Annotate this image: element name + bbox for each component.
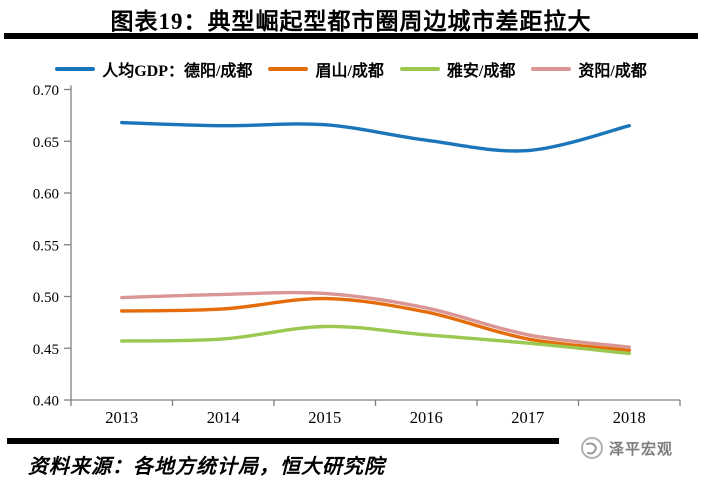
legend-label-meishan: 眉山/成都 (315, 63, 384, 80)
tick-label: 0.50 (33, 290, 59, 306)
chart-legend: 人均GDP：德阳/成都 眉山/成都 雅安/成都 资阳/成都 (0, 57, 702, 81)
tick-label: 0.65 (33, 135, 59, 151)
tick-label: 0.60 (33, 187, 59, 203)
footer-divider-rule (7, 438, 559, 444)
legend-item-deyang: 人均GDP：德阳/成都 (55, 57, 252, 81)
legend-label-ziyang: 资阳/成都 (578, 63, 647, 80)
tick-label: 2014 (207, 408, 240, 427)
tick-label: 0.45 (33, 342, 59, 358)
tick-label: 0.40 (33, 394, 59, 410)
series-line-1 (120, 296, 631, 352)
legend-item-yaan: 雅安/成都 (399, 57, 516, 81)
tick-label: 2016 (410, 408, 443, 427)
tick-label: 0.55 (33, 238, 59, 254)
series-line-2 (120, 324, 631, 356)
tick-label: 2018 (613, 408, 646, 427)
brand-watermark: 泽平宏观 (580, 436, 673, 460)
page-title: 图表19：典型崛起型都市圈周边城市差距拉大 (110, 9, 592, 34)
series-line-3 (120, 290, 631, 349)
tick-label: 2013 (105, 408, 138, 427)
legend-swatch-yaan (399, 67, 440, 71)
source-note: 资料来源：各地方统计局，恒大研究院 (28, 456, 385, 478)
tick-label: 2017 (511, 408, 544, 427)
swirl-circle-icon (581, 437, 603, 459)
legend-label-deyang: 人均GDP：德阳/成都 (102, 63, 253, 80)
legend-item-meishan: 眉山/成都 (268, 57, 384, 81)
watermark-label: 泽平宏观 (609, 441, 674, 458)
series-line-0 (120, 120, 631, 153)
legend-swatch-deyang (55, 67, 96, 71)
legend-label-yaan: 雅安/成都 (446, 63, 516, 80)
legend-swatch-meishan (268, 67, 309, 71)
legend-swatch-ziyang (531, 67, 572, 71)
tick-label: 2015 (308, 408, 341, 427)
legend-item-ziyang: 资阳/成都 (531, 57, 647, 81)
title-divider-rule (4, 33, 698, 39)
tick-label: 0.70 (33, 83, 59, 99)
